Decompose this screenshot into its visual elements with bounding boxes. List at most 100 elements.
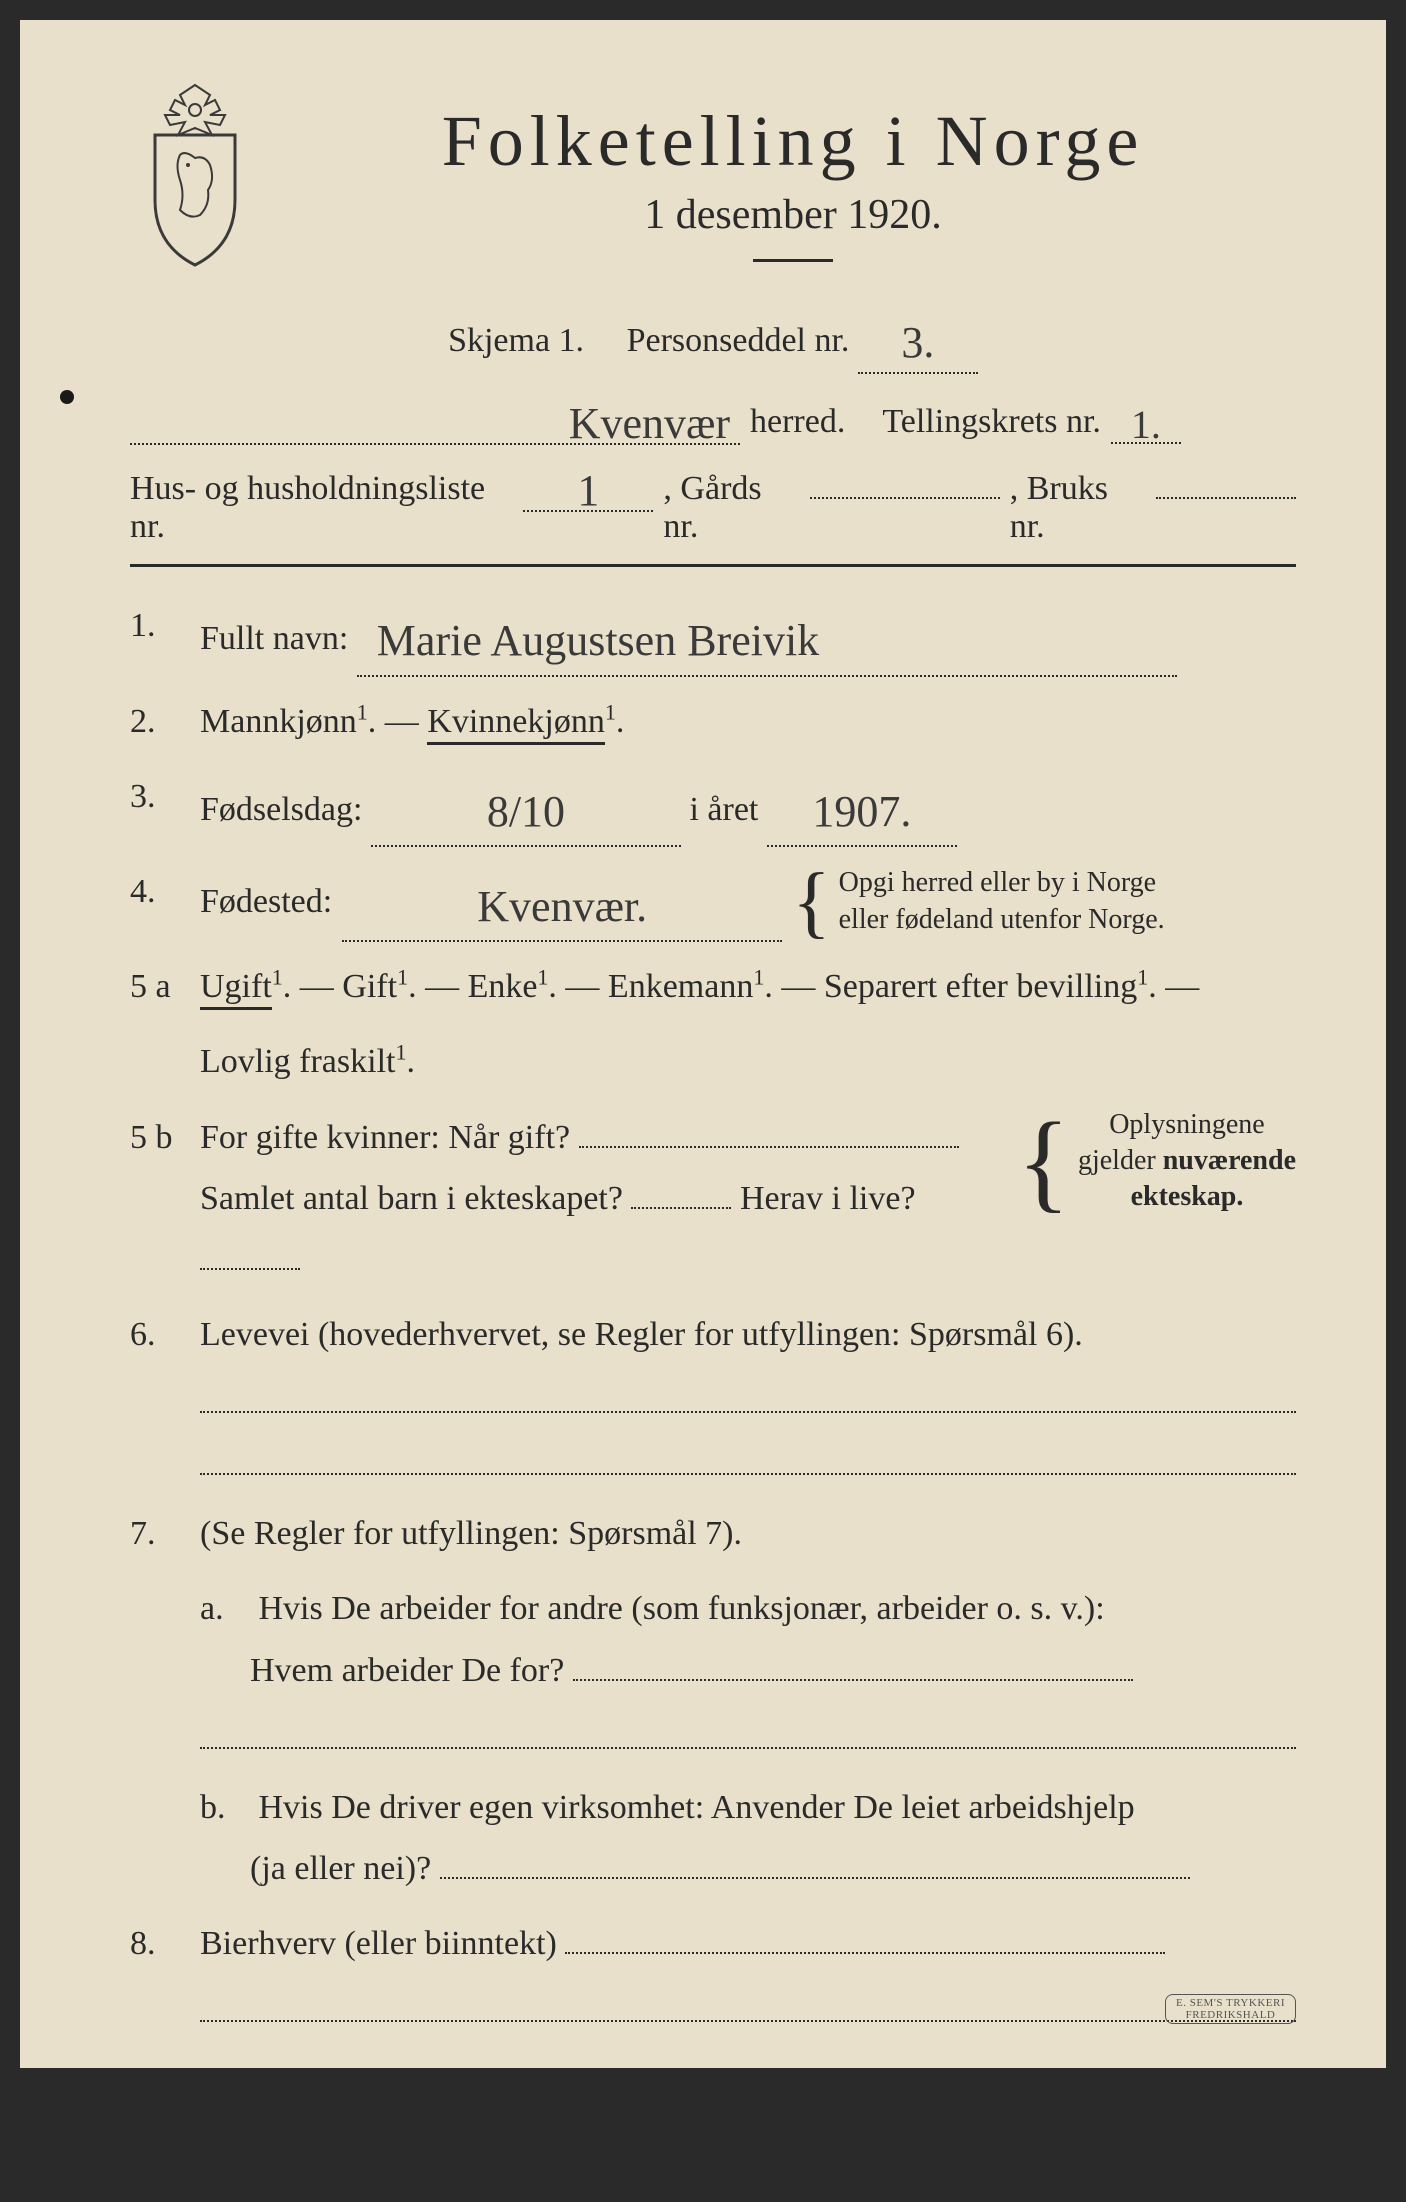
q2-body: Mannkjønn1. — Kvinnekjønn1. <box>200 691 1296 752</box>
q4-num: 4. <box>130 861 200 942</box>
printer-line2: FREDRIKSHALD <box>1176 2009 1285 2021</box>
q5b-num: 5 b <box>130 1107 200 1291</box>
q2-mann: Mannkjønn <box>200 703 357 740</box>
q5a-gift: Gift <box>342 968 397 1005</box>
title-block: Folketelling i Norge 1 desember 1920. <box>290 80 1296 292</box>
husliste-line: Hus- og husholdningsliste nr. 1 , Gårds … <box>130 459 1296 546</box>
herred-label: herred. <box>750 403 845 441</box>
q5a-enke: Enke <box>468 968 538 1005</box>
q1: 1. Fullt navn: Marie Augustsen Breivik <box>130 595 1296 676</box>
coat-of-arms <box>130 80 260 270</box>
q8-body: Bierhverv (eller biinntekt) <box>200 1913 1296 1974</box>
q5b-barn-label: Samlet antal barn i ekteskapet? <box>200 1180 623 1217</box>
q3-num: 3. <box>130 766 200 847</box>
q4-label: Fødested: <box>200 871 332 932</box>
q7a-field <box>573 1679 1133 1681</box>
skjema-label: Skjema 1. <box>448 322 584 359</box>
q7b: b. Hvis De driver egen virksomhet: Anven… <box>130 1777 1296 1899</box>
q3-label: Fødselsdag: <box>200 791 362 828</box>
q6-blank1 <box>130 1379 1296 1413</box>
q5a-fraskilt: Lovlig fraskilt <box>200 1043 395 1080</box>
q2-num: 2. <box>130 691 200 752</box>
q7b-field <box>440 1877 1190 1879</box>
q7a-text2: Hvem arbeider De for? <box>250 1652 564 1689</box>
husliste-label: Hus- og husholdningsliste nr. <box>130 470 513 546</box>
ink-dot <box>60 390 74 404</box>
q7b-letter: b. <box>200 1777 250 1838</box>
herred-line: Kvenvær herred. Tellingskrets nr. 1. <box>130 392 1296 445</box>
q8-text: Bierhverv (eller biinntekt) <box>200 1925 557 1962</box>
q7a: a. Hvis De arbeider for andre (som funks… <box>130 1578 1296 1700</box>
footnote-rule <box>130 2146 330 2148</box>
q4-note1: Opgi herred eller by i Norge <box>839 867 1157 898</box>
q5a-ugift: Ugift <box>200 968 272 1010</box>
husliste-nr: 1 <box>523 459 653 512</box>
crest-svg <box>130 80 260 270</box>
q3: 3. Fødselsdag: 8/10 i året 1907. <box>130 766 1296 847</box>
q4: 4. Fødested: Kvenvær. { Opgi herred elle… <box>130 861 1296 942</box>
main-title: Folketelling i Norge <box>290 100 1296 183</box>
q3-year: 1907. <box>767 766 957 847</box>
q5b-gift-field <box>579 1146 959 1148</box>
footnote: 1 Her kan svares ved tydelig understrekn… <box>130 2158 1296 2194</box>
q5b-body: For gifte kvinner: Når gift? Samlet anta… <box>200 1107 1296 1291</box>
printer-line1: E. SEM'S TRYKKERI <box>1176 1997 1285 2009</box>
q2-dash: — <box>385 703 428 740</box>
q7b-text2-wrap: (ja eller nei)? <box>200 1850 1190 1887</box>
q7b-text1: Hvis De driver egen virksomhet: Anvender… <box>259 1789 1135 1826</box>
printer-mark: E. SEM'S TRYKKERI FREDRIKSHALD <box>1165 1994 1296 2024</box>
header: Folketelling i Norge 1 desember 1920. <box>130 80 1296 292</box>
subtitle: 1 desember 1920. <box>290 191 1296 239</box>
brace-icon: { <box>792 878 830 926</box>
q1-num: 1. <box>130 595 200 676</box>
q2: 2. Mannkjønn1. — Kvinnekjønn1. <box>130 691 1296 752</box>
q5a-enkemann: Enkemann <box>608 968 753 1005</box>
q3-yearlabel: i året <box>689 791 758 828</box>
q5a-num: 5 a <box>130 956 200 1017</box>
q5b-note: Oplysningene gjelder nuværende ekteskap. <box>1078 1107 1296 1216</box>
q1-label: Fullt navn: <box>200 620 348 657</box>
personseddel-nr: 3. <box>858 302 978 374</box>
q7a-text2-wrap: Hvem arbeider De for? <box>200 1652 1133 1689</box>
q8-field <box>565 1952 1165 1954</box>
q5b-live-label: Herav i live? <box>740 1180 916 1217</box>
q1-value: Marie Augustsen Breivik <box>357 595 1177 676</box>
footnote-prefix: Her kan svares ved <box>153 2167 342 2193</box>
q5a: 5 a Ugift1. — Gift1. — Enke1. — Enkemann… <box>130 956 1296 1017</box>
gards-nr <box>810 497 1000 499</box>
q5b-label: For gifte kvinner: Når gift? <box>200 1119 570 1156</box>
divider-1 <box>130 564 1296 567</box>
q7: 7. (Se Regler for utfyllingen: Spørsmål … <box>130 1503 1296 1564</box>
sup1: 1 <box>357 699 368 724</box>
tail-note: Har man ingen biinntekt av nogen betydni… <box>130 2062 1296 2116</box>
q5b-left: For gifte kvinner: Når gift? Samlet anta… <box>200 1107 1005 1291</box>
q8-num: 8. <box>130 1913 200 1974</box>
q7-num: 7. <box>130 1503 200 1564</box>
bruks-label: , Bruks nr. <box>1010 470 1146 546</box>
census-form-page: Folketelling i Norge 1 desember 1920. Sk… <box>20 20 1386 2068</box>
bruks-nr <box>1156 497 1296 499</box>
q4-note-block: { Opgi herred eller by i Norge eller fød… <box>792 865 1164 938</box>
q7a-letter: a. <box>200 1578 250 1639</box>
footnote-num: 1 <box>130 2158 141 2183</box>
q4-note: Opgi herred eller by i Norge eller fødel… <box>839 865 1165 938</box>
q8-blank <box>130 1988 1296 2022</box>
q5b-note1: Oplysningene <box>1109 1109 1265 1140</box>
tellingskrets-label: Tellingskrets nr. <box>882 403 1101 441</box>
q5b-note-block: { Oplysningene gjelder nuværende ekteska… <box>1017 1107 1296 1216</box>
q7-blank <box>130 1715 1296 1749</box>
q5b: 5 b For gifte kvinner: Når gift? Samlet … <box>130 1107 1296 1291</box>
q7-text: (Se Regler for utfyllingen: Spørsmål 7). <box>200 1503 1296 1564</box>
q1-body: Fullt navn: Marie Augustsen Breivik <box>200 595 1296 676</box>
gards-label: , Gårds nr. <box>663 470 799 546</box>
brace-icon: { <box>1017 1128 1070 1194</box>
q6-blank2 <box>130 1441 1296 1475</box>
q5b-note3: ekteskap. <box>1131 1181 1244 1212</box>
q5b-live-field <box>200 1268 300 1270</box>
q7b-text2: (ja eller nei)? <box>250 1850 431 1887</box>
q2-kvinne: Kvinnekjønn <box>427 703 605 745</box>
sup2: 1 <box>605 699 616 724</box>
q5a-separert: Separert efter bevilling <box>824 968 1137 1005</box>
personseddel-label: Personseddel nr. <box>627 322 850 359</box>
q6-num: 6. <box>130 1304 200 1365</box>
